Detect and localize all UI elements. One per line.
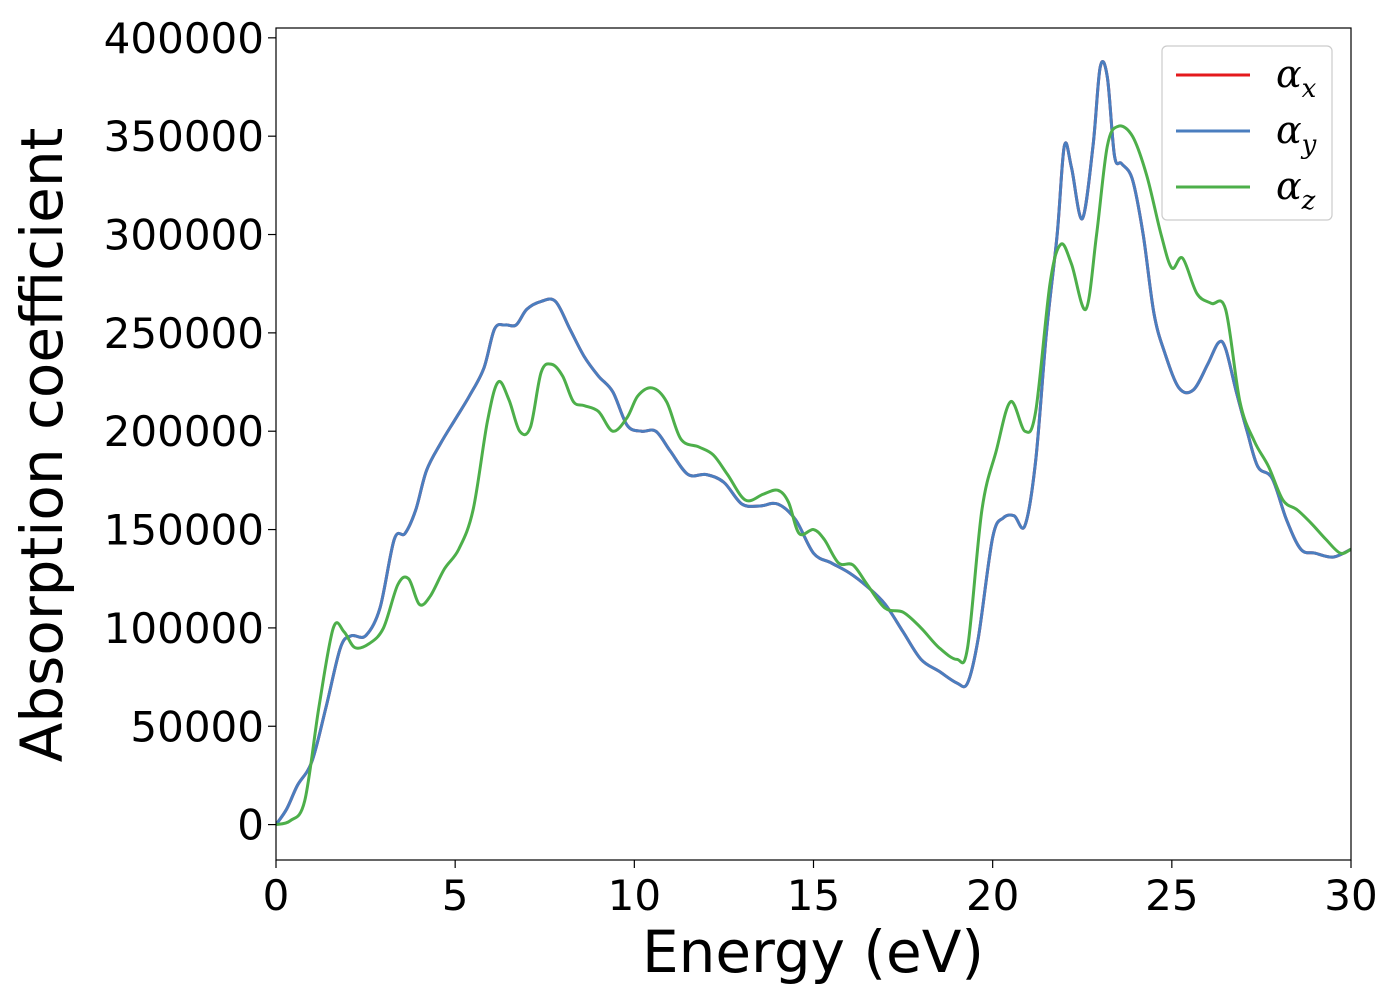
y-tick-label: 350000 — [104, 112, 264, 161]
x-tick-label: 10 — [608, 871, 661, 920]
axes: 0 5 10 15 20 25 30 0 50000 100000 150000 200000 2500… — [104, 14, 1378, 920]
legend-label-y: αy — [1276, 108, 1317, 160]
y-tick-label: 50000 — [130, 702, 264, 751]
plot-area — [276, 60, 1351, 827]
y-tick-label: 150000 — [104, 506, 264, 555]
y-tick-label: 100000 — [104, 604, 264, 653]
x-tick-label: 15 — [787, 871, 840, 920]
y-tick-label: 200000 — [104, 407, 264, 456]
x-tick-label: 0 — [263, 871, 290, 920]
y-tick-label: 400000 — [104, 14, 264, 63]
x-tick-label: 5 — [442, 871, 469, 920]
y-tick-label: 0 — [237, 801, 264, 850]
y-axis-title: Absorption coefficient — [8, 128, 76, 763]
x-tick-label: 30 — [1324, 871, 1377, 920]
y-tick-label: 250000 — [104, 309, 264, 358]
series-line-z — [276, 124, 1351, 827]
x-tick-label: 25 — [1145, 871, 1198, 920]
x-tick-label: 20 — [966, 871, 1019, 920]
x-axis-title: Energy (eV) — [642, 918, 984, 986]
legend-box — [1161, 45, 1333, 221]
legend-label-z: αz — [1276, 164, 1316, 216]
series-lines — [276, 60, 1351, 827]
legend-label-x: αx — [1276, 52, 1317, 104]
y-tick-label: 300000 — [104, 211, 264, 260]
